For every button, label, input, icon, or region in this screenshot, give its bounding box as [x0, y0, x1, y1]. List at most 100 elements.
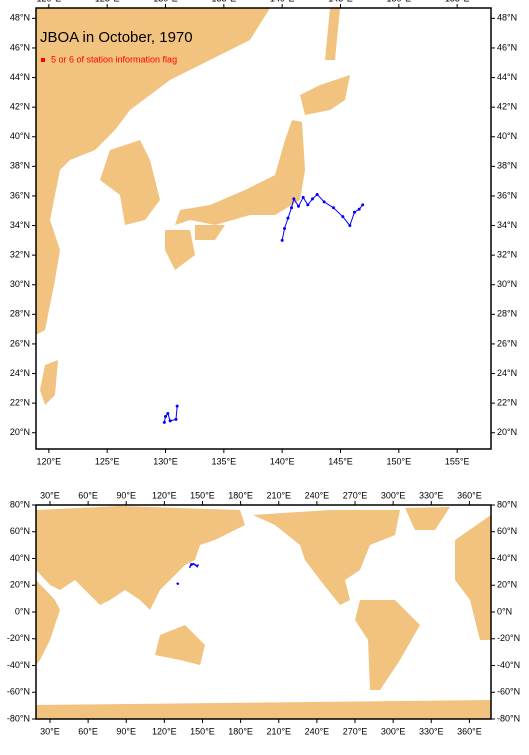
- x-tick-label: 300°E: [381, 726, 406, 736]
- x-tick-label: 155°E: [445, 0, 470, 3]
- y-tick-label: -80°N: [497, 713, 520, 723]
- y-tick-label: 38°N: [497, 161, 517, 171]
- greenland: [405, 507, 450, 530]
- x-tick-label: 60°E: [78, 726, 98, 736]
- track-point: [166, 411, 170, 415]
- track-point: [348, 224, 352, 228]
- track-point: [175, 404, 179, 408]
- sakhalin: [325, 8, 340, 60]
- y-tick-label: 40°N: [10, 553, 30, 563]
- track-line: [176, 582, 180, 586]
- x-tick-label: 180°E: [228, 490, 253, 500]
- x-tick-label: 140°E: [270, 456, 295, 466]
- y-tick-label: 0°N: [497, 606, 512, 616]
- y-tick-label: -60°N: [7, 687, 30, 697]
- x-tick-label: 135°E: [212, 0, 237, 3]
- x-tick-label: 145°E: [328, 0, 353, 3]
- x-tick-label: 130°E: [153, 456, 178, 466]
- track-point: [322, 200, 326, 204]
- y-tick-label: 20°N: [497, 427, 517, 437]
- y-tick-label: 42°N: [10, 102, 30, 112]
- y-tick-label: 22°N: [10, 397, 30, 407]
- y-tick-label: -40°N: [497, 660, 520, 670]
- x-tick-label: 120°E: [37, 456, 62, 466]
- track-point: [164, 414, 167, 418]
- x-tick-label: 210°E: [266, 490, 291, 500]
- x-tick-label: 30°E: [40, 490, 60, 500]
- track-point: [292, 197, 296, 201]
- x-tick-label: 360°E: [457, 490, 482, 500]
- y-tick-label: 40°N: [497, 131, 517, 141]
- kyushu: [165, 230, 195, 270]
- x-tick-label: 90°E: [116, 726, 136, 736]
- y-tick-label: 44°N: [497, 72, 517, 82]
- x-tick-label: 120°E: [37, 0, 62, 3]
- antarctica: [36, 700, 491, 719]
- y-tick-label: 36°N: [10, 190, 30, 200]
- track-point: [306, 203, 310, 207]
- x-tick-label: 330°E: [419, 726, 444, 736]
- korea: [100, 140, 160, 225]
- y-tick-label: 30°N: [497, 279, 517, 289]
- y-tick-label: 42°N: [497, 102, 517, 112]
- y-tick-label: -20°N: [7, 633, 30, 643]
- track-point: [174, 417, 178, 421]
- y-tick-label: 60°N: [497, 526, 517, 536]
- taiwan: [40, 360, 58, 405]
- legend-swatch: [41, 58, 45, 62]
- x-tick-label: 125°E: [95, 0, 120, 3]
- y-tick-label: 46°N: [10, 42, 30, 52]
- x-tick-label: 145°E: [328, 456, 353, 466]
- x-tick-label: 120°E: [152, 490, 177, 500]
- x-tick-label: 270°E: [343, 726, 368, 736]
- africa: [36, 580, 60, 665]
- track-point: [297, 204, 300, 208]
- y-tick-label: -80°N: [7, 713, 30, 723]
- track-point: [162, 420, 166, 424]
- track-line: [189, 562, 200, 569]
- x-tick-label: 150°E: [190, 490, 215, 500]
- y-tick-label: 20°N: [10, 580, 30, 590]
- y-tick-label: 24°N: [497, 368, 517, 378]
- regional-land: [36, 8, 350, 405]
- y-tick-label: 44°N: [10, 72, 30, 82]
- shikoku: [195, 225, 225, 240]
- y-tick-label: 26°N: [10, 338, 30, 348]
- y-tick-label: 40°N: [497, 553, 517, 563]
- track-point: [315, 192, 319, 196]
- y-tick-label: 40°N: [10, 131, 30, 141]
- track-point: [332, 206, 335, 210]
- y-tick-label: 80°N: [10, 499, 30, 509]
- y-tick-label: -60°N: [497, 687, 520, 697]
- y-tick-label: 34°N: [497, 220, 517, 230]
- honshu: [175, 120, 305, 225]
- china-coast: [36, 8, 270, 335]
- y-tick-label: 28°N: [10, 309, 30, 319]
- track-point: [283, 227, 286, 230]
- track-point: [290, 206, 293, 210]
- x-tick-label: 270°E: [343, 490, 368, 500]
- y-tick-label: 34°N: [10, 220, 30, 230]
- track-point: [353, 210, 356, 214]
- x-tick-label: 90°E: [116, 490, 136, 500]
- track-point: [280, 238, 284, 242]
- y-tick-label: 38°N: [10, 161, 30, 171]
- south-america: [355, 600, 420, 690]
- x-tick-label: 150°E: [387, 456, 412, 466]
- y-tick-label: 0°N: [15, 606, 30, 616]
- y-tick-label: 20°N: [497, 580, 517, 590]
- y-tick-label: 24°N: [10, 368, 30, 378]
- y-tick-label: 20°N: [10, 427, 30, 437]
- eurasia: [36, 506, 245, 610]
- x-tick-label: 135°E: [212, 456, 237, 466]
- x-tick-label: 130°E: [153, 0, 178, 3]
- y-tick-label: 36°N: [497, 190, 517, 200]
- y-tick-label: 28°N: [497, 309, 517, 319]
- track-point: [168, 419, 172, 423]
- x-tick-label: 300°E: [381, 490, 406, 500]
- y-tick-label: 46°N: [497, 42, 517, 52]
- x-tick-label: 125°E: [95, 456, 120, 466]
- regional-frame: [35, 7, 492, 450]
- hokkaido: [300, 75, 350, 115]
